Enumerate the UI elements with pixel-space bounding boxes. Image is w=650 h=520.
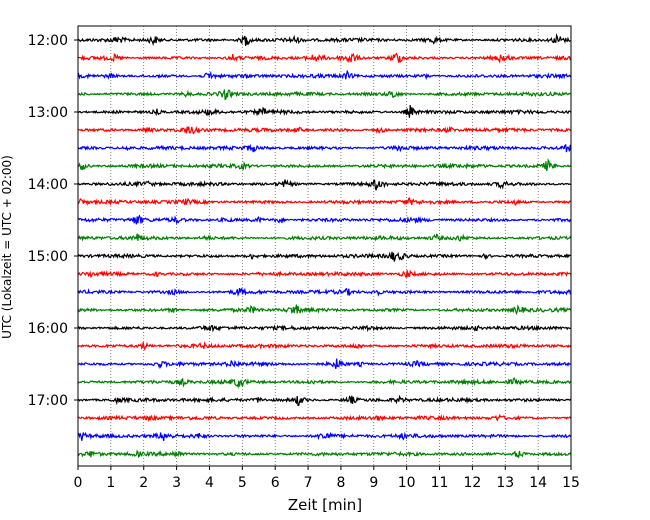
trace-line — [77, 33, 572, 47]
x-tick-label: 9 — [369, 475, 378, 491]
x-tick-label: 5 — [238, 475, 247, 491]
trace-line — [77, 413, 572, 423]
y-tick-label: 17:00 — [28, 393, 68, 409]
y-tick-label: 15:00 — [28, 249, 68, 265]
x-tick-label: 0 — [74, 475, 83, 491]
trace-line — [77, 341, 572, 351]
trace-line — [77, 449, 572, 459]
trace-line — [77, 394, 572, 407]
trace-line — [77, 358, 572, 370]
trace-line — [77, 197, 572, 207]
y-axis-label: UTC (Lokalzeit = UTC + 02:00) — [0, 155, 14, 339]
trace-line — [77, 251, 572, 262]
trace-line — [77, 324, 572, 333]
x-tick-label: 15 — [562, 475, 580, 491]
x-tick-label: 8 — [336, 475, 345, 491]
x-tick-label: 10 — [398, 475, 416, 491]
trace-line — [77, 125, 572, 135]
trace-line — [77, 105, 572, 118]
x-axis-label: Zeit [min] — [288, 496, 362, 514]
y-tick-label: 12:00 — [28, 33, 68, 49]
x-tick-label: 7 — [304, 475, 313, 491]
trace-line — [77, 89, 572, 101]
x-tick-label: 14 — [529, 475, 547, 491]
grid-lines — [110, 26, 539, 466]
x-tick-label: 1 — [106, 475, 115, 491]
trace-line — [77, 269, 572, 279]
seismogram-traces — [77, 33, 572, 459]
x-tick-label: 12 — [463, 475, 481, 491]
x-tick-label: 2 — [139, 475, 148, 491]
trace-line — [77, 69, 572, 81]
trace-line — [77, 431, 572, 442]
plot-frame — [77, 25, 572, 467]
trace-line — [77, 52, 572, 64]
y-tick-label: 13:00 — [28, 105, 68, 121]
trace-line — [77, 214, 572, 225]
x-tick-label: 3 — [172, 475, 181, 491]
trace-line — [77, 233, 572, 242]
x-tick-label: 13 — [496, 475, 514, 491]
trace-line — [77, 143, 572, 153]
y-axis-ticks: 12:00 13:00 14:00 15:00 16:00 17:00 — [28, 33, 78, 409]
trace-line — [77, 376, 572, 389]
trace-line — [77, 287, 572, 298]
trace-line — [77, 304, 572, 316]
x-tick-label: 11 — [431, 475, 449, 491]
x-tick-label: 4 — [205, 475, 214, 491]
y-tick-label: 16:00 — [28, 321, 68, 337]
trace-line — [77, 158, 572, 172]
y-tick-label: 14:00 — [28, 177, 68, 193]
x-axis-ticks: 0 1 2 3 4 5 6 7 8 9 10 11 12 13 14 15 — [74, 466, 580, 491]
x-tick-label: 6 — [271, 475, 280, 491]
trace-line — [77, 179, 572, 191]
